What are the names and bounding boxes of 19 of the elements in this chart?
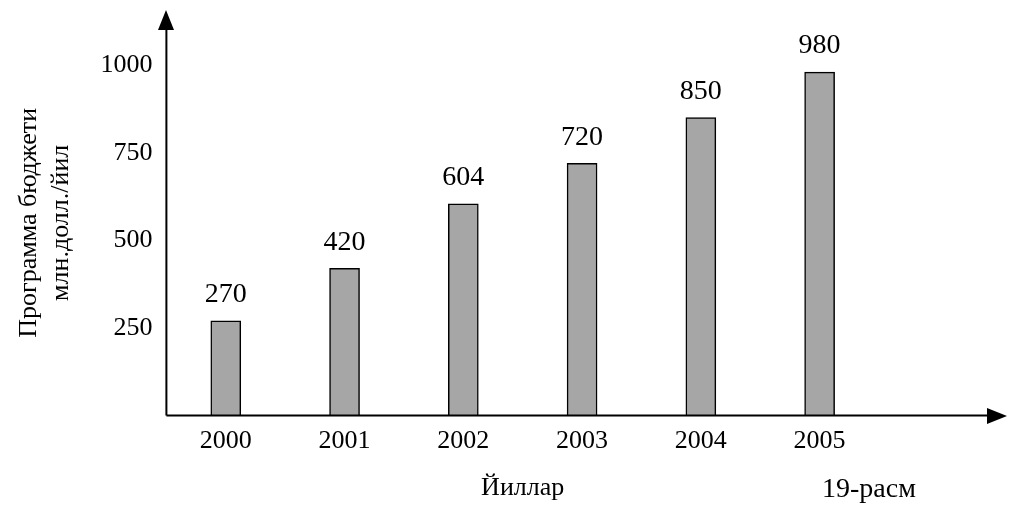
y-tick-label: 750 — [113, 136, 153, 166]
data-label: 980 — [798, 28, 841, 60]
x-tick-label: 2003 — [556, 425, 609, 455]
x-tick-label: 2005 — [793, 425, 846, 455]
data-label: 604 — [442, 160, 485, 192]
x-tick-label: 2004 — [674, 425, 727, 455]
text: 19-расм — [822, 472, 917, 504]
y-tick-label: 1000 — [100, 48, 153, 78]
data-label: 270 — [204, 277, 247, 309]
data-label: 850 — [679, 74, 722, 105]
y-tick-label: 250 — [113, 311, 153, 341]
x-tick-label: 2000 — [199, 425, 252, 455]
data-label: 420 — [323, 224, 366, 256]
x-tick-label: 2001 — [318, 425, 371, 455]
x-axis-title: Йиллар — [481, 472, 565, 502]
data-label: 720 — [561, 119, 604, 151]
y-tick-label: 500 — [113, 224, 153, 254]
x-tick-label: 2002 — [437, 425, 490, 455]
y-axis-title: Программа бюджети млн.долл./йил — [13, 107, 74, 338]
